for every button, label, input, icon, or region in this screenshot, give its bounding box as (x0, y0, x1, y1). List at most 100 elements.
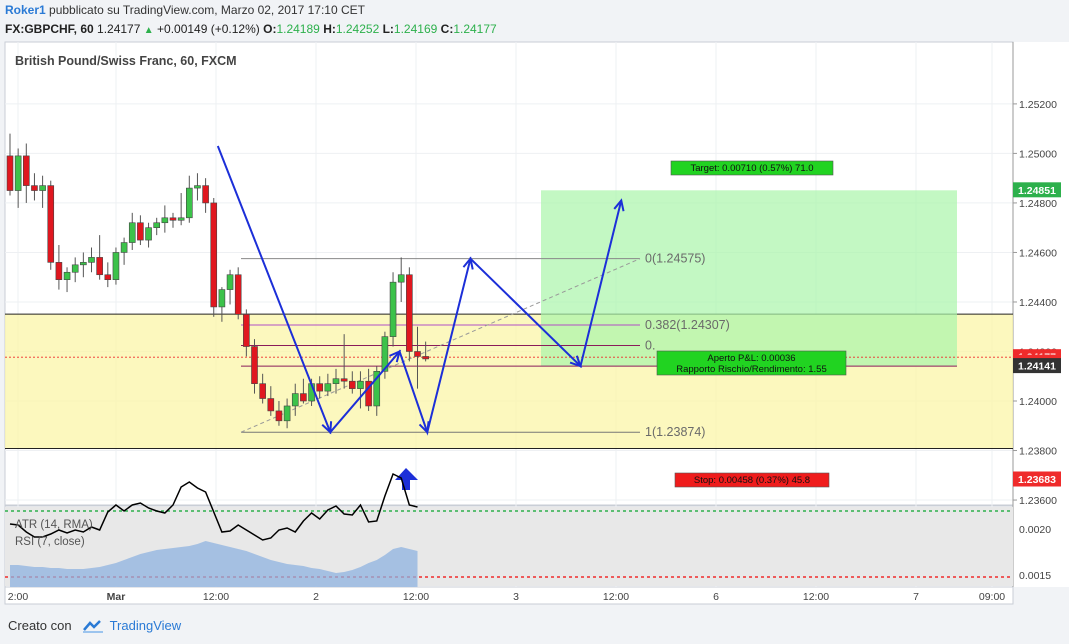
candle (177, 193, 185, 226)
candle (22, 143, 30, 203)
candle-body (153, 222, 160, 228)
candle-body (71, 264, 79, 273)
candle (316, 376, 324, 399)
time-tick-label: 6 (713, 591, 719, 603)
candle (226, 269, 234, 305)
candle (422, 341, 429, 362)
created-with-text: Creato con (8, 618, 72, 633)
candle (153, 217, 160, 236)
candle-body (55, 262, 63, 280)
time-tick-label: 12:00 (803, 591, 829, 603)
stop-label-text: Stop: 0.00458 (0.37%) 45.8 (694, 475, 810, 486)
target-label-box (670, 160, 834, 176)
candle (71, 257, 79, 283)
candle-body (348, 380, 356, 389)
candle (6, 133, 14, 196)
candle-body (210, 202, 218, 308)
candle-body (357, 380, 364, 389)
wave-arrow-head (418, 421, 430, 435)
symbol-label: FX:GBPCHF, 60 (5, 22, 94, 36)
candle (218, 287, 226, 322)
stop-label-box (674, 472, 830, 488)
candle-body (316, 383, 324, 392)
candle-body (259, 383, 266, 399)
change-value: +0.00149 (+0.12%) (157, 22, 260, 36)
high-label: H: (323, 22, 336, 36)
candle (348, 371, 356, 394)
candle-body (47, 185, 55, 263)
candle (112, 247, 120, 285)
candle (194, 173, 201, 201)
candle-body (332, 378, 340, 384)
price-badge (1013, 182, 1061, 198)
time-tick-label: 2 (313, 591, 319, 603)
candle (80, 252, 87, 278)
candle (332, 368, 340, 394)
fib-trend-line (240, 258, 641, 433)
time-tick-label: 09:00 (979, 591, 1005, 603)
candle (373, 366, 381, 416)
close-label: C: (440, 22, 454, 36)
candle-body (275, 410, 283, 422)
rsi-label: RSI (7, close) (15, 536, 85, 548)
candle-body (128, 222, 136, 243)
candle-body (22, 155, 30, 186)
candle (161, 205, 169, 233)
time-tick-label: 12:00 (403, 591, 429, 603)
candle-body (422, 356, 429, 360)
atr-area (10, 541, 418, 587)
candle (259, 373, 266, 404)
fib-level-label: 0. (645, 339, 655, 353)
candle (14, 148, 22, 208)
up-arrow-icon (395, 468, 418, 490)
price-tick-label: 1.25200 (1019, 99, 1057, 111)
candle-body (120, 242, 128, 253)
publish-info: Roker1 pubblicato su TradingView.com, Ma… (5, 3, 365, 17)
candle-body (112, 252, 120, 280)
time-tick-label: Mar (107, 591, 126, 603)
low-value: 1.24169 (393, 22, 438, 36)
candle-body (6, 155, 14, 191)
price-tick-label: 1.24000 (1019, 396, 1057, 408)
wave-arrow-head (389, 349, 402, 363)
candle (300, 378, 307, 404)
price-badge (1013, 471, 1061, 487)
candle-body (104, 274, 112, 280)
candle (128, 212, 136, 250)
time-axis (4, 586, 1014, 605)
pl-label-text: Aperto P&L: 0.00036 (707, 353, 795, 364)
candle (251, 339, 258, 394)
candle-body (96, 257, 103, 276)
candle (202, 178, 209, 213)
tradingview-link[interactable]: TradingView (109, 618, 182, 633)
candle (186, 175, 193, 223)
time-tick-label: 12:00 (603, 591, 629, 603)
atr-label: ATR (14, RMA) (15, 519, 93, 531)
candle-body (80, 262, 87, 266)
candle (357, 371, 364, 409)
chart-title: British Pound/Swiss Franc, 60, FXCM (15, 54, 237, 68)
candle-body (226, 274, 234, 290)
price-badge (1013, 358, 1061, 374)
fib-level-label: 0.382(1.24307) (645, 318, 730, 332)
candle (243, 309, 250, 357)
time-tick-label: 7 (913, 591, 919, 603)
price-badge-text: 1.24141 (1018, 361, 1056, 373)
candle-body (365, 380, 372, 407)
candle-body (14, 155, 22, 191)
time-tick-label: 2:00 (8, 591, 29, 603)
candle (414, 326, 421, 389)
price-chart[interactable]: 1.252001.250001.248001.246001.244001.242… (0, 40, 1069, 608)
price-tick-label: 1.25000 (1019, 148, 1057, 160)
candle (104, 262, 112, 288)
price-badge-text: 1.23683 (1018, 474, 1056, 486)
candle (324, 373, 332, 397)
symbol-bar: FX:GBPCHF, 60 1.24177 ▲ +0.00149 (+0.12%… (5, 22, 497, 36)
candle-body (234, 274, 242, 315)
indicator-tick-label: 0.0015 (1019, 570, 1051, 582)
candle (145, 222, 152, 248)
close-value: 1.24177 (453, 22, 497, 36)
author-name[interactable]: Roker1 (5, 3, 46, 17)
target-zone (541, 190, 957, 367)
candle (63, 267, 71, 293)
